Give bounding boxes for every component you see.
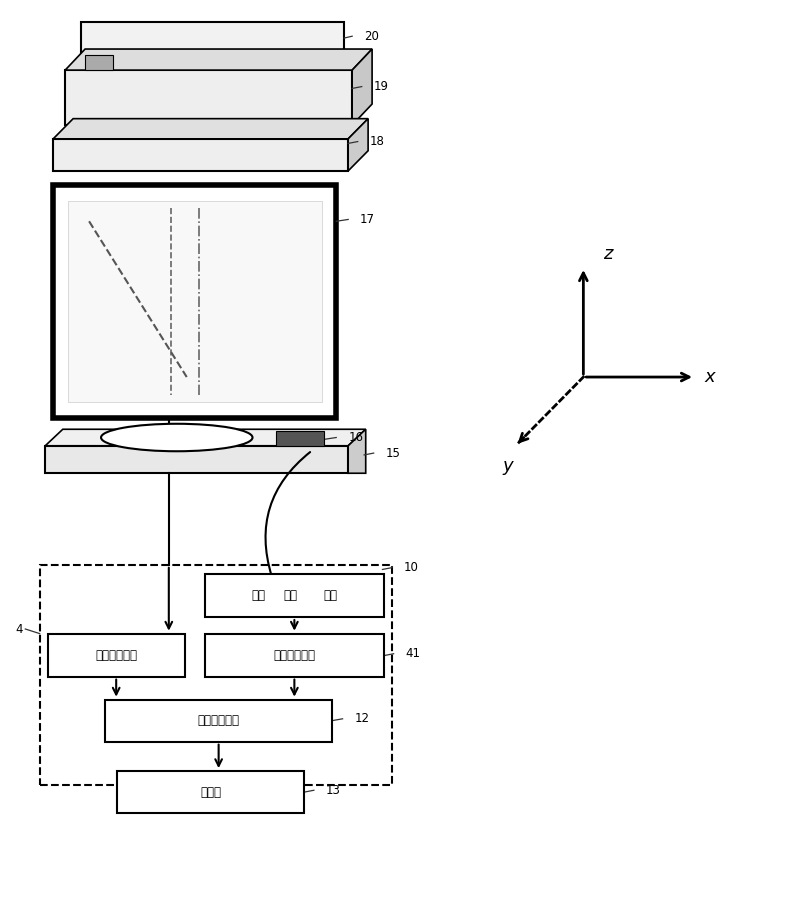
Text: 17: 17 <box>360 213 375 226</box>
Bar <box>54 185 336 418</box>
Text: 信号: 信号 <box>251 589 266 602</box>
Text: 19: 19 <box>374 80 389 93</box>
Polygon shape <box>348 119 368 171</box>
Bar <box>46 446 348 473</box>
Ellipse shape <box>101 424 253 451</box>
Text: 运算处理单元: 运算处理单元 <box>198 714 240 727</box>
Bar <box>81 21 344 54</box>
Polygon shape <box>352 49 372 125</box>
Text: 18: 18 <box>370 135 385 148</box>
Polygon shape <box>348 429 366 473</box>
Text: 10: 10 <box>404 562 419 574</box>
Text: 20: 20 <box>364 29 379 42</box>
Bar <box>67 201 322 402</box>
Bar <box>65 70 352 125</box>
Bar <box>117 771 304 813</box>
Bar <box>105 699 332 742</box>
Text: 16: 16 <box>348 431 363 444</box>
Text: x: x <box>705 368 715 386</box>
Bar <box>205 633 384 676</box>
Text: 位置测量单元: 位置测量单元 <box>95 649 137 662</box>
Bar <box>40 565 392 785</box>
Bar <box>277 431 324 446</box>
Bar <box>85 54 113 70</box>
Text: 41: 41 <box>406 647 421 660</box>
Bar <box>54 139 348 171</box>
Polygon shape <box>65 49 372 70</box>
Text: 13: 13 <box>326 784 341 797</box>
Text: z: z <box>603 244 613 263</box>
Text: 上位机: 上位机 <box>200 786 221 799</box>
Bar <box>48 633 185 676</box>
Text: 4: 4 <box>16 622 23 636</box>
Text: 处理: 处理 <box>283 589 298 602</box>
Text: 15: 15 <box>386 447 401 460</box>
Text: 单元: 单元 <box>323 589 338 602</box>
Polygon shape <box>46 429 366 446</box>
Text: 模数转换单元: 模数转换单元 <box>274 649 315 662</box>
Bar <box>205 574 384 617</box>
Text: 12: 12 <box>354 712 370 725</box>
Polygon shape <box>54 119 368 139</box>
Text: y: y <box>502 457 513 475</box>
